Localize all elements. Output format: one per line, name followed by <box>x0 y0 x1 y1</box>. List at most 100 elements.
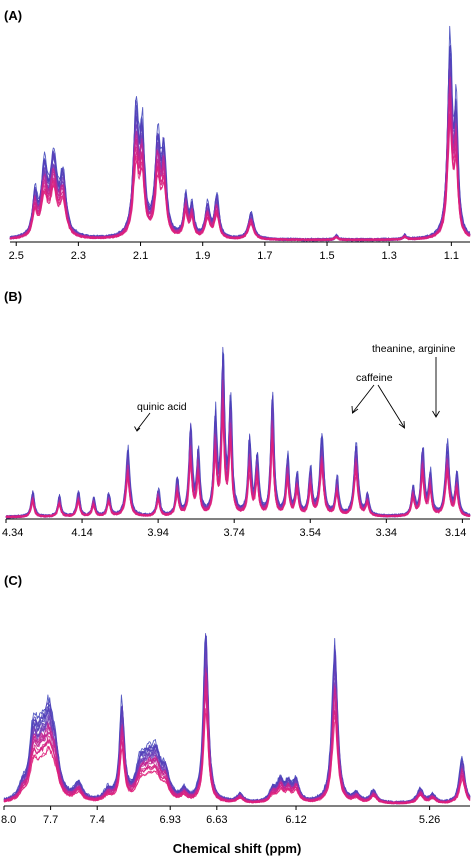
spectrum-trace <box>9 68 471 242</box>
x-tick-label: 2.5 <box>9 250 24 262</box>
spectrum-trace <box>5 355 471 519</box>
panel-a: (A) 2.5 2.3 2.1 1.9 1.7 1.5 1.3 1.1 <box>4 8 471 262</box>
spectrum-trace <box>3 646 471 805</box>
x-tick-label: 5.26 <box>419 814 440 826</box>
spectrum-trace <box>3 635 471 804</box>
arrowhead-theanine-arginine <box>432 410 440 418</box>
arrowhead-caffeine-right <box>398 420 406 429</box>
panel-c-spectra <box>3 633 471 805</box>
spectrum-trace <box>9 62 471 242</box>
spectrum-trace <box>5 399 471 519</box>
spectrum-trace <box>9 76 471 242</box>
spectrum-trace <box>5 390 471 519</box>
spectrum-trace <box>5 362 471 519</box>
spectrum-trace <box>9 92 471 242</box>
spectrum-trace <box>3 672 471 805</box>
spectrum-trace <box>3 667 471 805</box>
x-tick-label: 6.93 <box>159 814 180 826</box>
panel-b-annotations: quinic acid caffeine theanine, arginine <box>134 343 456 432</box>
spectrum-trace <box>5 359 471 519</box>
x-tick-label: 3.74 <box>223 527 244 539</box>
spectrum-trace <box>3 633 471 805</box>
x-tick-label: 1.5 <box>319 250 334 262</box>
spectrum-trace <box>9 100 471 242</box>
panel-b-spectra <box>5 346 471 519</box>
spectrum-trace <box>3 634 471 805</box>
spectrum-trace <box>10 78 471 242</box>
spectrum-trace <box>3 685 471 805</box>
spectrum-trace <box>9 45 471 242</box>
panel-a-spectra <box>9 25 471 242</box>
x-axis-title: Chemical shift (ppm) <box>173 841 302 856</box>
spectrum-trace <box>9 95 471 242</box>
x-tick-label: 7.7 <box>43 814 58 826</box>
arrowhead-quinic-acid <box>134 426 141 432</box>
spectrum-trace <box>3 667 471 805</box>
annotation-theanine-arginine: theanine, arginine <box>372 343 456 355</box>
spectrum-trace <box>3 675 471 805</box>
spectrum-trace <box>3 642 471 805</box>
panel-c-label: (C) <box>4 573 22 588</box>
spectrum-trace <box>3 672 471 805</box>
spectrum-trace <box>3 685 471 805</box>
spectrum-trace <box>5 377 471 519</box>
x-tick-label: 3.14 <box>445 527 466 539</box>
spectrum-trace <box>9 84 471 242</box>
spectrum-trace <box>5 365 471 519</box>
spectrum-trace <box>9 45 471 242</box>
arrow-caffeine-left <box>352 384 375 413</box>
spectrum-trace <box>5 371 471 519</box>
spectrum-trace <box>9 57 471 242</box>
panel-c-ticks: 8.0 7.7 7.4 6.93 6.63 6.12 5.26 <box>1 806 440 826</box>
spectrum-trace <box>9 92 471 242</box>
spectrum-trace <box>5 411 471 518</box>
x-tick-label: 4.14 <box>71 527 92 539</box>
panel-b-label: (B) <box>4 289 22 304</box>
spectrum-trace <box>9 118 471 242</box>
panel-c: (C) 8.0 7.7 7.4 6.93 6.63 6.12 5.26 <box>1 573 471 826</box>
spectrum-trace <box>9 25 471 242</box>
spectrum-trace <box>5 402 471 519</box>
spectrum-trace <box>3 663 471 805</box>
spectrum-trace <box>5 391 471 519</box>
spectrum-trace <box>3 658 471 805</box>
spectrum-trace <box>5 346 471 519</box>
x-tick-label: 1.9 <box>195 250 210 262</box>
spectrum-trace <box>9 90 471 242</box>
x-tick-label: 7.4 <box>90 814 105 826</box>
x-tick-label: 4.34 <box>2 527 23 539</box>
spectrum-trace <box>9 116 471 242</box>
x-tick-label: 3.54 <box>300 527 321 539</box>
panel-b-ticks: 4.34 4.14 3.94 3.74 3.54 3.34 3.14 <box>2 519 466 539</box>
spectrum-trace <box>9 52 471 242</box>
x-tick-label: 3.94 <box>147 527 168 539</box>
spectrum-trace <box>5 379 471 519</box>
spectrum-trace <box>3 708 471 805</box>
spectrum-trace <box>3 650 471 805</box>
x-tick-label: 8.0 <box>1 814 16 826</box>
arrowhead-caffeine-left <box>351 405 359 414</box>
spectrum-trace <box>9 64 471 242</box>
x-tick-label: 2.1 <box>133 250 148 262</box>
x-tick-label: 1.7 <box>257 250 272 262</box>
spectrum-trace <box>9 58 471 242</box>
spectrum-trace <box>9 113 471 242</box>
spectrum-trace <box>3 673 471 805</box>
annotation-quinic-acid: quinic acid <box>137 401 187 413</box>
spectrum-trace <box>5 397 471 519</box>
spectrum-trace <box>5 395 471 519</box>
panel-b: (B) 4.34 4.14 3.94 3.74 3.54 3.34 3.14 quinic … <box>2 289 471 539</box>
x-tick-label: 1.1 <box>444 250 459 262</box>
x-tick-label: 2.3 <box>71 250 86 262</box>
spectrum-trace <box>9 98 471 242</box>
spectrum-trace <box>3 650 471 805</box>
annotation-caffeine: caffeine <box>356 372 393 384</box>
spectrum-trace <box>9 76 471 242</box>
x-tick-label: 1.3 <box>382 250 397 262</box>
x-tick-label: 3.34 <box>376 527 397 539</box>
spectrum-trace <box>5 397 470 519</box>
spectrum-trace <box>5 373 471 519</box>
x-tick-label: 6.12 <box>285 814 306 826</box>
arrow-caffeine-right <box>377 384 405 428</box>
